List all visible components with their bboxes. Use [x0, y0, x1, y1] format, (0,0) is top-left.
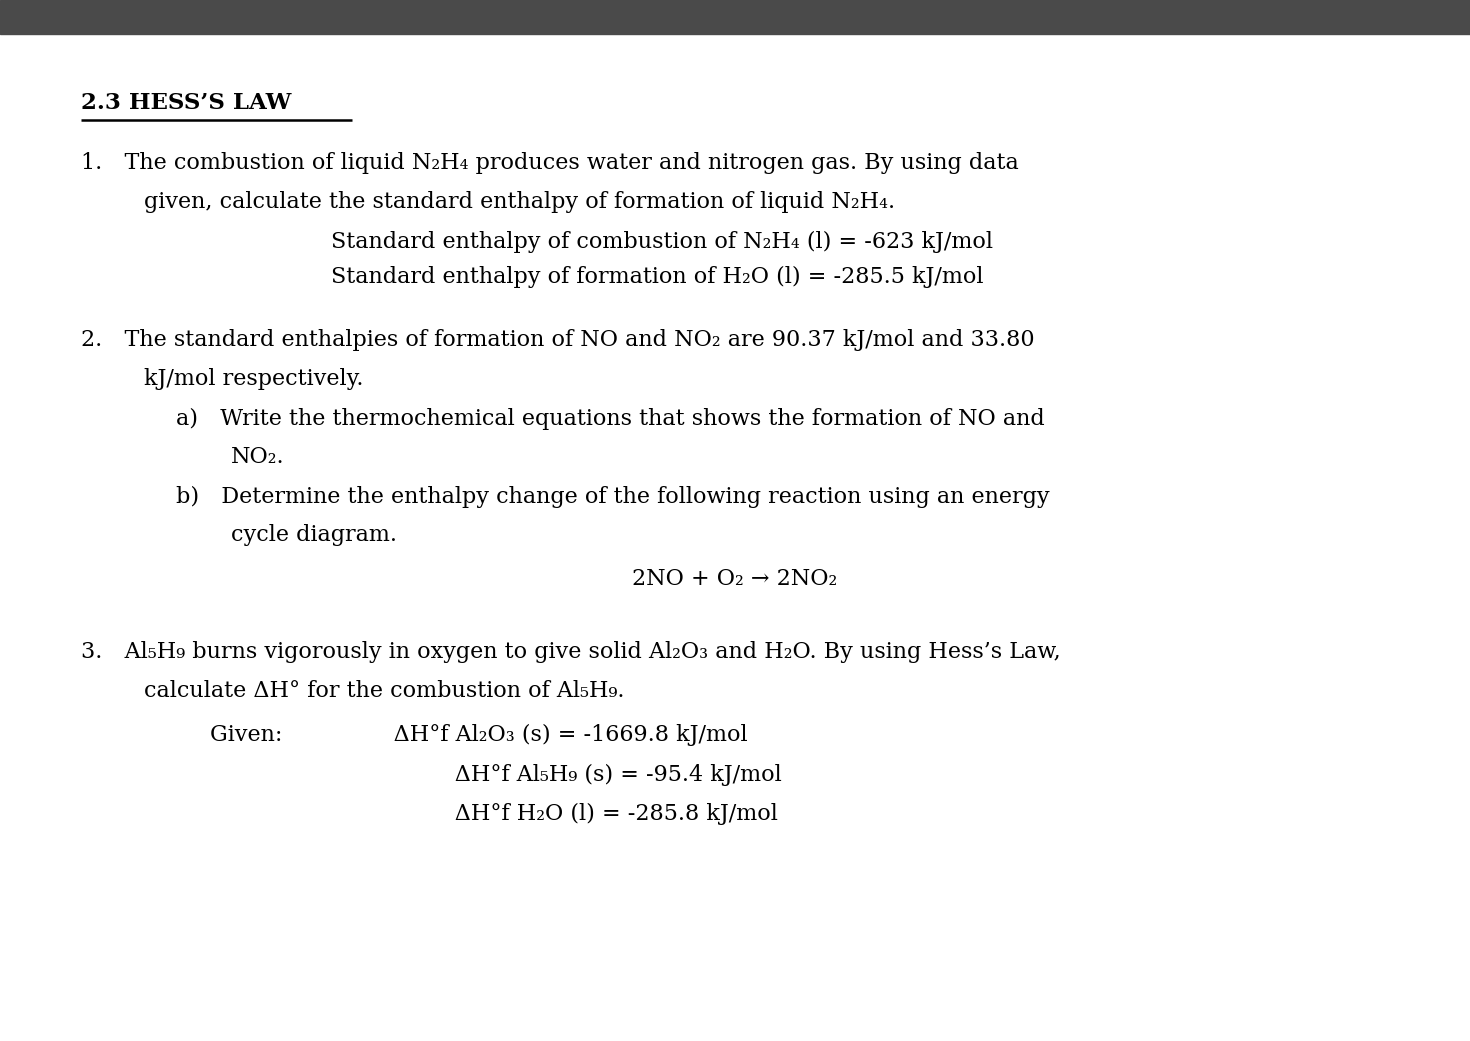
Text: ΔH°f H₂O (l) = -285.8 kJ/mol: ΔH°f H₂O (l) = -285.8 kJ/mol — [210, 804, 778, 826]
Text: kJ/mol respectively.: kJ/mol respectively. — [144, 369, 363, 390]
Text: 2NO + O₂ → 2NO₂: 2NO + O₂ → 2NO₂ — [632, 568, 838, 590]
Text: a) Write the thermochemical equations that shows the formation of NO and: a) Write the thermochemical equations th… — [176, 408, 1045, 430]
Text: Standard enthalpy of formation of H₂O (l) = -285.5 kJ/mol: Standard enthalpy of formation of H₂O (l… — [331, 266, 983, 288]
Text: NO₂.: NO₂. — [231, 447, 284, 468]
Text: calculate ΔH° for the combustion of Al₅H₉.: calculate ΔH° for the combustion of Al₅H… — [144, 681, 625, 703]
Text: cycle diagram.: cycle diagram. — [231, 525, 397, 547]
Text: 2. The standard enthalpies of formation of NO and NO₂ are 90.37 kJ/mol and 33.80: 2. The standard enthalpies of formation … — [81, 329, 1035, 351]
Text: b) Determine the enthalpy change of the following reaction using an energy: b) Determine the enthalpy change of the … — [176, 486, 1050, 508]
Text: 3. Al₅H₉ burns vigorously in oxygen to give solid Al₂O₃ and H₂O. By using Hess’s: 3. Al₅H₉ burns vigorously in oxygen to g… — [81, 641, 1060, 663]
Text: Given:     ΔH°f Al₂O₃ (s) = -1669.8 kJ/mol: Given: ΔH°f Al₂O₃ (s) = -1669.8 kJ/mol — [210, 725, 748, 746]
Text: given, calculate the standard enthalpy of formation of liquid N₂H₄.: given, calculate the standard enthalpy o… — [144, 192, 895, 213]
Bar — [0, 0, 1470, 34]
Text: Standard enthalpy of combustion of N₂H₄ (l) = -623 kJ/mol: Standard enthalpy of combustion of N₂H₄ … — [331, 231, 992, 253]
Text: ΔH°f Al₅H₉ (s) = -95.4 kJ/mol: ΔH°f Al₅H₉ (s) = -95.4 kJ/mol — [210, 764, 782, 786]
Text: 2.3 HESS’S LAW: 2.3 HESS’S LAW — [81, 93, 291, 115]
Text: 1. The combustion of liquid N₂H₄ produces water and nitrogen gas. By using data: 1. The combustion of liquid N₂H₄ produce… — [81, 152, 1019, 174]
